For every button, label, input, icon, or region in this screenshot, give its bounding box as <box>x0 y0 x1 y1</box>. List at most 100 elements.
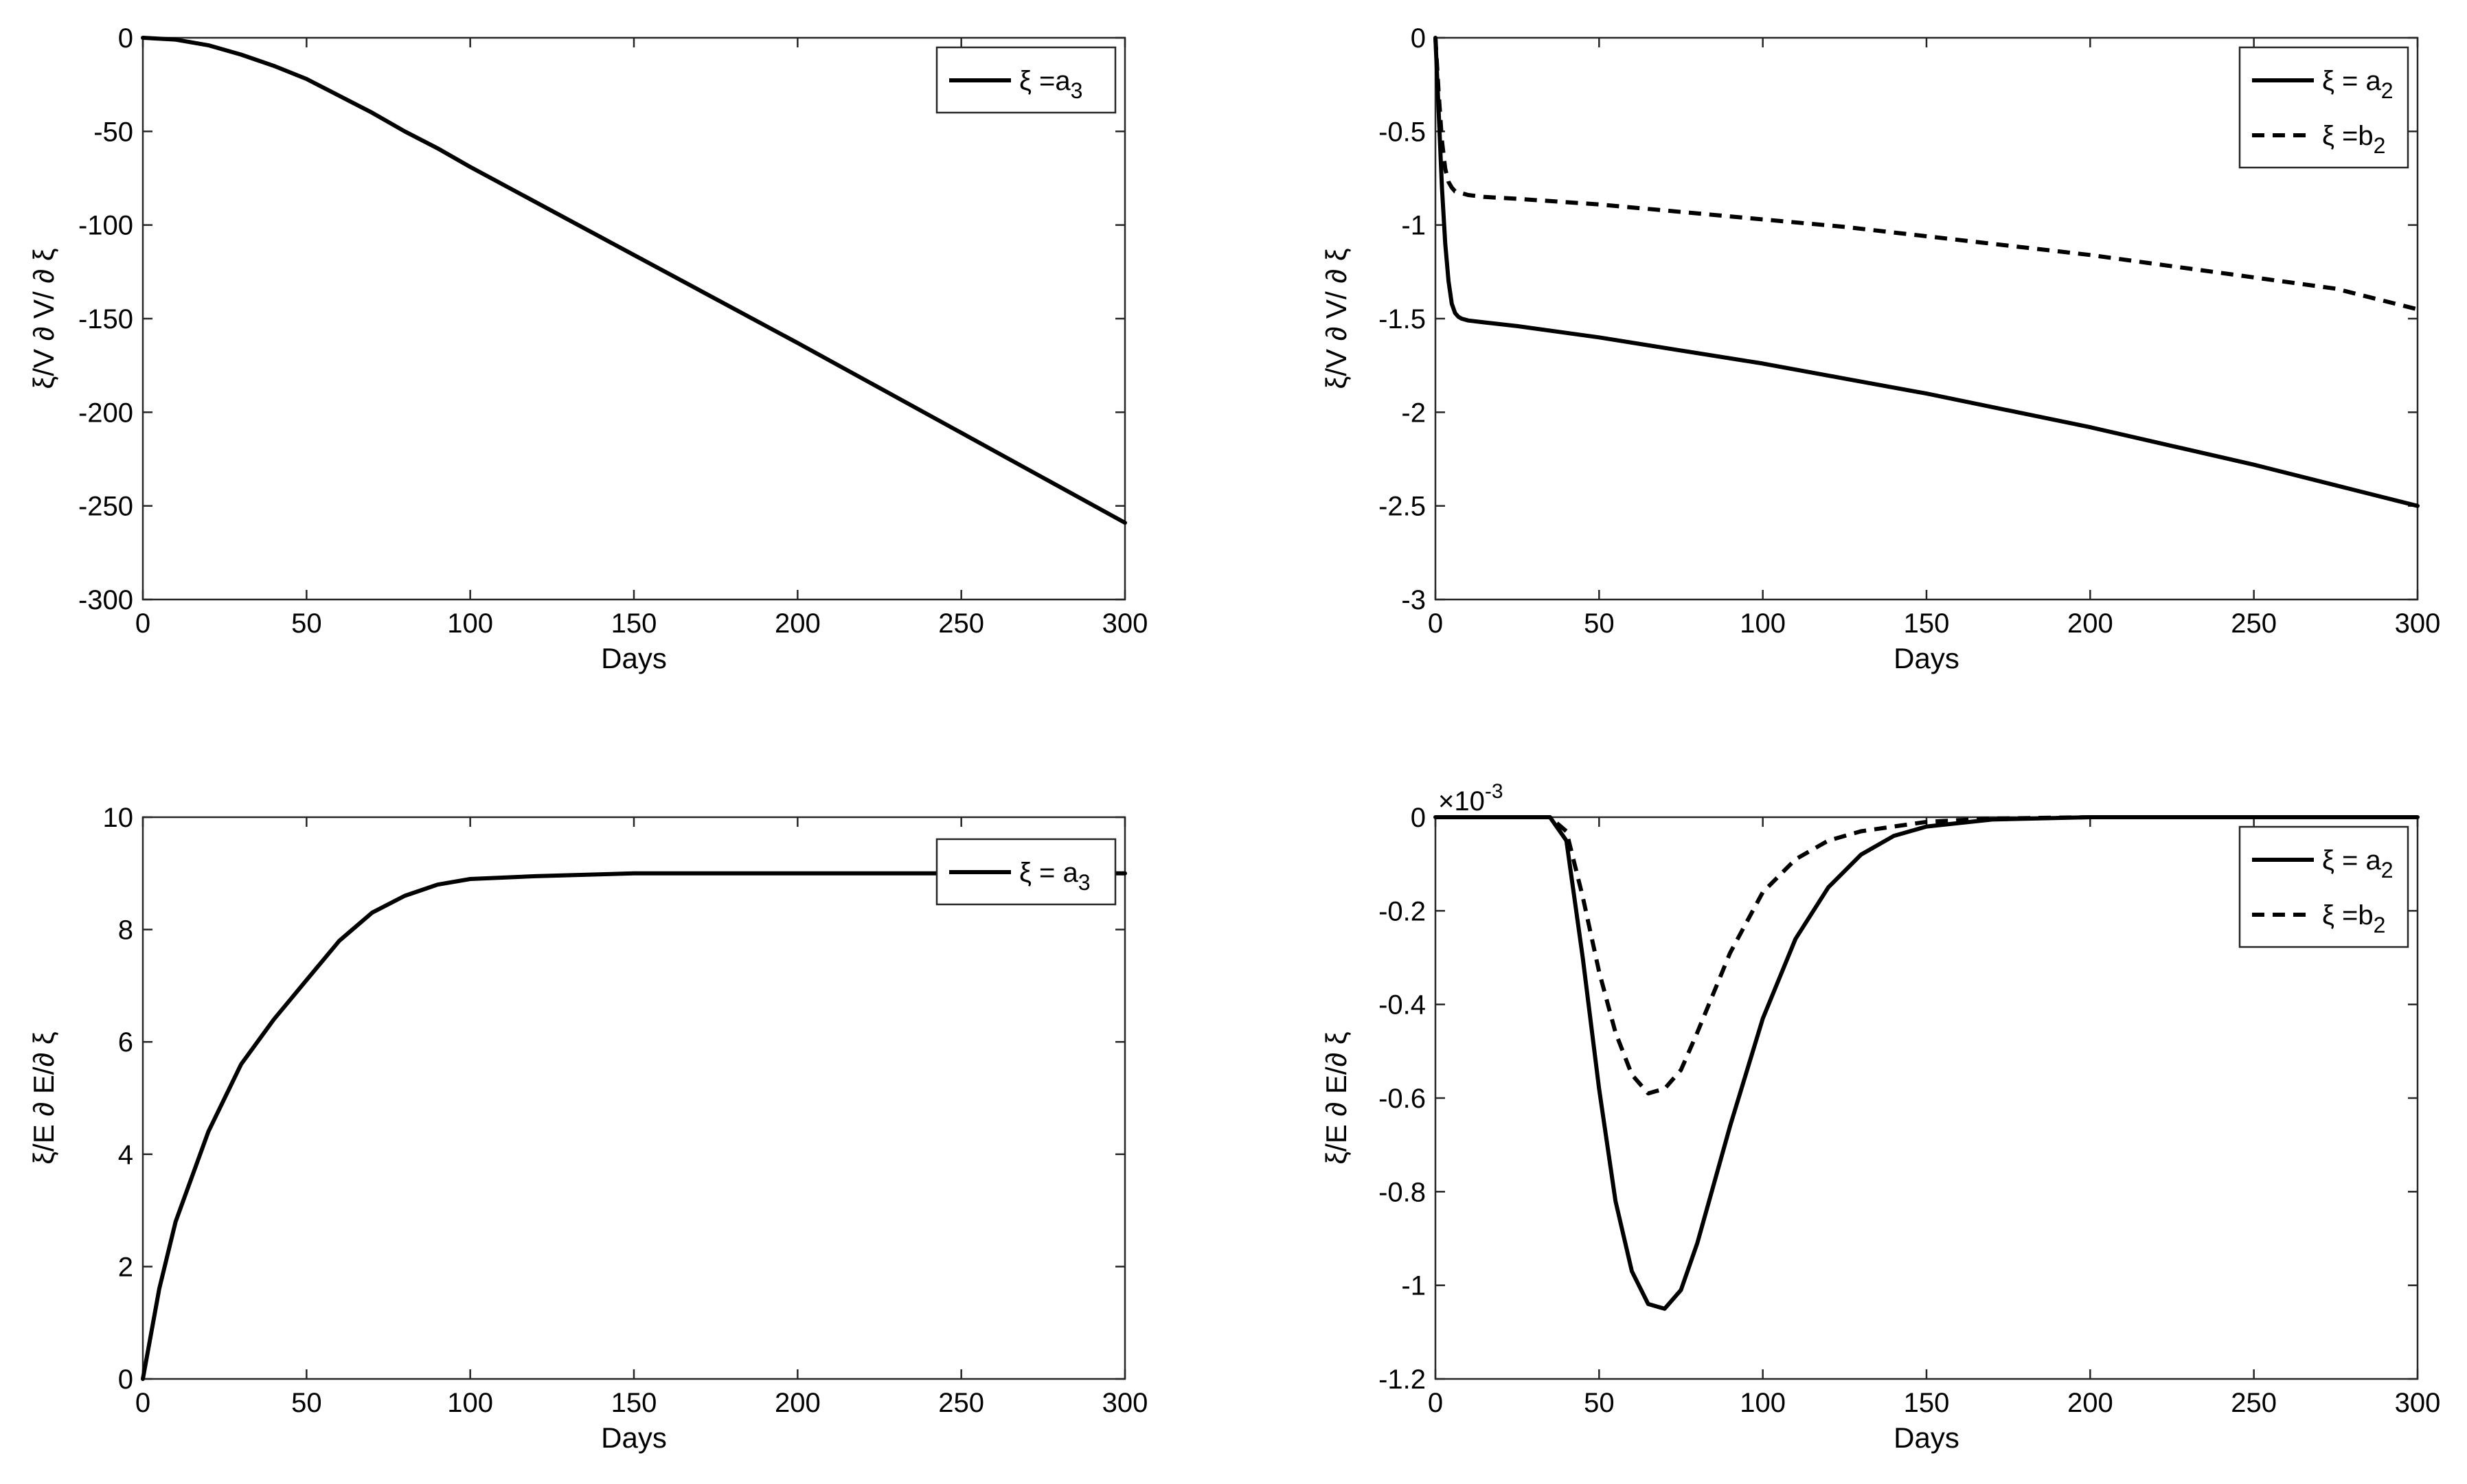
legend-entry: ξ = a2 <box>2322 66 2394 103</box>
y-tick-label: -2 <box>1401 398 1426 428</box>
axes-box <box>1434 816 2419 1380</box>
y-tick-label: -200 <box>78 398 133 428</box>
x-tick-label: 200 <box>775 608 821 639</box>
y-tick-label: 0 <box>118 1365 133 1395</box>
x-tick-label: 300 <box>2395 608 2441 639</box>
series-line-solid <box>1433 36 2420 508</box>
x-tick-label: 50 <box>291 608 322 639</box>
y-tick-label: -300 <box>78 585 133 615</box>
x-tick-label: 150 <box>611 608 657 639</box>
series-line-solid <box>141 871 1127 1381</box>
series-line-dashed <box>1433 37 2418 312</box>
legend-entry: ξ =a3 <box>1019 66 1082 103</box>
y-tick-label: -2.5 <box>1378 492 1426 522</box>
y-tick-label: -150 <box>78 304 133 334</box>
x-tick-label: 150 <box>611 1388 657 1418</box>
panel-top-right: 0 50 100 150 200 250 300 -3 -2.5 -2 -1.5 -1 -0.5 0 Day… <box>1320 23 2440 674</box>
y-tick-label: 0 <box>1411 803 1426 833</box>
x-tick-label: 0 <box>1428 1388 1443 1418</box>
x-tick-label: 50 <box>1584 1388 1615 1418</box>
y-tick-label: 4 <box>118 1140 133 1170</box>
y-tick-label: -1 <box>1401 211 1426 241</box>
x-tick-label: 50 <box>1584 608 1615 639</box>
legend-entry-label: ξ = a <box>2322 845 2381 876</box>
legend-entry-subscript: 3 <box>1078 870 1091 895</box>
x-tick-label: 250 <box>2231 608 2277 639</box>
x-tick-label: 100 <box>447 608 493 639</box>
x-tick-label: 250 <box>938 1388 984 1418</box>
x-tick-label: 0 <box>135 1388 150 1418</box>
y-tick-label: 10 <box>103 803 134 833</box>
plot-area <box>143 817 1125 1379</box>
y-axis-label: ξ/E ∂ E/∂ ξ <box>1320 1031 1352 1165</box>
axes-box <box>141 36 1126 601</box>
legend-entry: ξ =b2 <box>2322 900 2385 937</box>
legend-entry-subscript: 2 <box>2374 913 2386 937</box>
y-tick-label: -1 <box>1401 1271 1426 1301</box>
series-line-solid <box>1433 815 2420 1311</box>
x-tick-label: 250 <box>2231 1388 2277 1418</box>
y-tick-label: -250 <box>78 492 133 522</box>
legend: ξ = a3 <box>935 838 1117 906</box>
plot-area <box>143 38 1125 600</box>
y-tick-label: -1.5 <box>1378 304 1426 334</box>
x-tick-label: 200 <box>2067 1388 2113 1418</box>
legend-entry-subscript: 2 <box>2374 133 2386 158</box>
x-axis-label: Days <box>1894 642 1959 674</box>
y-tick-label: -50 <box>93 117 133 147</box>
y-axis-label: ξ/V ∂ V/ ∂ ξ <box>1320 248 1352 389</box>
y-exponent-base: ×10 <box>1438 786 1485 817</box>
y-axis-label: ξ/E ∂ E/∂ ξ <box>27 1031 60 1165</box>
y-tick-label: -0.2 <box>1378 896 1426 926</box>
legend-entry-label: ξ = a <box>1019 858 1078 888</box>
x-tick-label: 100 <box>1740 608 1786 639</box>
axes-box <box>141 816 1126 1380</box>
x-tick-label: 300 <box>1102 1388 1148 1418</box>
legend: ξ = a2ξ =b2 <box>2238 46 2409 169</box>
legend-entry-label: ξ =a <box>1019 66 1071 96</box>
panel-top-left: 0 50 100 150 200 250 300 -300 -250 -200 -150 -100 -5… <box>27 23 1148 674</box>
y-exponent-power: -3 <box>1485 780 1503 803</box>
legend-entry-label: ξ =b <box>2322 121 2374 151</box>
x-tick-label: 100 <box>1740 1388 1786 1418</box>
y-exponent-label: ×10-3 <box>1438 780 1503 817</box>
y-tick-label: 0 <box>1411 23 1426 54</box>
y-tick-label: -3 <box>1401 585 1426 615</box>
y-tick-label: 0 <box>118 23 133 54</box>
y-tick-label: 2 <box>118 1252 133 1282</box>
legend-entry-label: ξ = a <box>2322 66 2381 96</box>
legend-entry: ξ = a2 <box>2322 845 2394 882</box>
x-tick-label: 200 <box>775 1388 821 1418</box>
series-line-dashed <box>1435 815 2418 1096</box>
y-tick-label: 8 <box>118 915 133 946</box>
series-line-solid <box>141 36 1127 525</box>
x-tick-label: 300 <box>2395 1388 2441 1418</box>
y-tick-label: -0.8 <box>1378 1177 1426 1207</box>
legend-entry-subscript: 3 <box>1071 78 1083 103</box>
x-axis-label: Days <box>601 642 667 674</box>
x-tick-label: 150 <box>1904 608 1950 639</box>
x-tick-label: 100 <box>447 1388 493 1418</box>
x-tick-label: 50 <box>291 1388 322 1418</box>
legend-entry: ξ = a3 <box>1019 858 1091 895</box>
legend-entry-subscript: 2 <box>2381 78 2394 103</box>
legend: ξ = a2ξ =b2 <box>2238 825 2409 948</box>
y-tick-label: -1.2 <box>1378 1365 1426 1395</box>
x-tick-label: 0 <box>1428 608 1443 639</box>
y-tick-label: -0.4 <box>1378 990 1426 1020</box>
legend-entry-label: ξ =b <box>2322 900 2374 931</box>
x-tick-label: 150 <box>1904 1388 1950 1418</box>
y-tick-label: -100 <box>78 211 133 241</box>
y-tick-label: -0.6 <box>1378 1084 1426 1114</box>
legend-entry: ξ =b2 <box>2322 121 2385 158</box>
legend: ξ =a3 <box>935 46 1117 114</box>
x-tick-label: 300 <box>1102 608 1148 639</box>
legend-box <box>2238 825 2409 948</box>
legend-box <box>2238 46 2409 169</box>
panel-bottom-right: 0 50 100 150 200 250 300 -1.2 -1 -0.8 -0.6 -0.4 -0.2… <box>1320 780 2440 1454</box>
x-axis-label: Days <box>1894 1422 1959 1454</box>
legend-entry-subscript: 2 <box>2381 858 2394 882</box>
x-tick-label: 250 <box>938 608 984 639</box>
x-tick-label: 0 <box>135 608 150 639</box>
